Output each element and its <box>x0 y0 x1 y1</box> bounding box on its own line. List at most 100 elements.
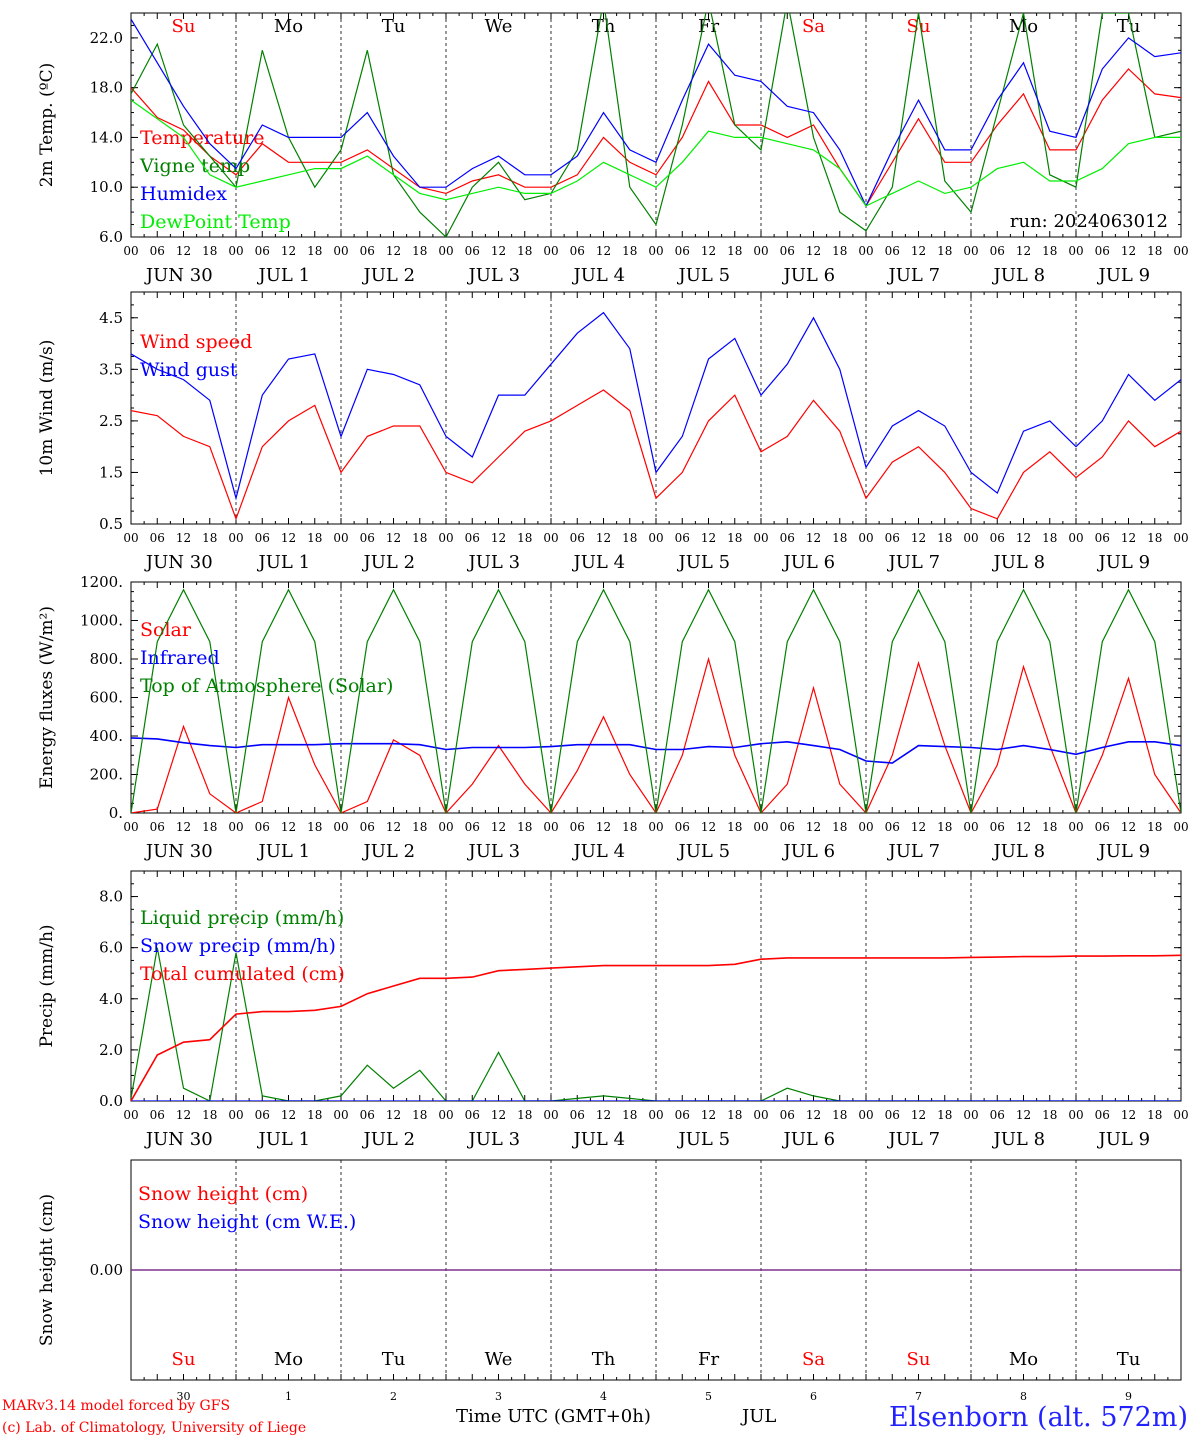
day-number-label: 5 <box>705 1390 712 1403</box>
hour-tick-label: 06 <box>885 244 900 258</box>
hour-tick-label: 00 <box>858 531 873 545</box>
hour-tick-label: 06 <box>255 820 270 834</box>
weekday-label: Tu <box>382 1349 406 1370</box>
y-tick-label: 0. <box>109 804 123 822</box>
hour-tick-label: 18 <box>307 1108 322 1122</box>
day-number-label: 3 <box>495 1390 502 1403</box>
day-number-label: 8 <box>1020 1390 1027 1403</box>
hour-tick-label: 00 <box>228 244 243 258</box>
date-label: JUL 8 <box>992 265 1046 286</box>
hour-tick-label: 12 <box>386 244 401 258</box>
hour-tick-label: 12 <box>176 531 191 545</box>
hour-tick-label: 00 <box>333 1108 348 1122</box>
hour-tick-label: 12 <box>1121 820 1136 834</box>
y-tick-label: 18.0 <box>90 79 123 97</box>
date-label: JUL 1 <box>257 265 311 286</box>
hour-tick-label: 18 <box>937 820 952 834</box>
hour-tick-label: 12 <box>491 531 506 545</box>
y-tick-label: 3.5 <box>99 360 123 378</box>
hour-tick-label: 12 <box>281 244 296 258</box>
hour-tick-label: 06 <box>780 244 795 258</box>
model-credit: MARv3.14 model forced by GFS <box>2 1398 231 1414</box>
hour-tick-label: 18 <box>937 531 952 545</box>
legend-entry: Total cumulated (cm) <box>140 963 345 985</box>
hour-tick-label: 18 <box>727 1108 742 1122</box>
hour-tick-label: 12 <box>281 820 296 834</box>
hour-tick-label: 06 <box>675 531 690 545</box>
date-label: JUL 8 <box>992 1129 1046 1150</box>
hour-tick-label: 06 <box>360 1108 375 1122</box>
hour-tick-label: 00 <box>858 244 873 258</box>
hour-tick-label: 18 <box>307 244 322 258</box>
hour-tick-label: 06 <box>360 820 375 834</box>
hour-tick-label: 18 <box>202 1108 217 1122</box>
date-label: JUL 5 <box>677 1129 731 1150</box>
y-tick-label: 1000. <box>80 612 123 630</box>
hour-tick-label: 12 <box>1016 820 1031 834</box>
hour-tick-label: 00 <box>963 1108 978 1122</box>
hour-tick-label: 06 <box>465 820 480 834</box>
hour-tick-label: 00 <box>438 531 453 545</box>
date-label: JUL 3 <box>467 265 521 286</box>
series-line-top-of-atmosphere-solar- <box>131 588 1181 813</box>
plot-frame <box>130 12 1182 238</box>
hour-tick-label: 12 <box>596 1108 611 1122</box>
hour-tick-label: 00 <box>333 820 348 834</box>
y-tick-label: 6.0 <box>99 228 123 246</box>
date-label: JUL 2 <box>362 265 416 286</box>
weekday-label: Fr <box>698 1349 719 1370</box>
hour-tick-label: 06 <box>1095 531 1110 545</box>
date-label: JUL 8 <box>992 552 1046 573</box>
y-tick-label: 1200. <box>80 573 123 591</box>
hour-tick-label: 18 <box>832 1108 847 1122</box>
hour-tick-label: 18 <box>832 244 847 258</box>
hour-tick-label: 12 <box>806 531 821 545</box>
hour-tick-label: 18 <box>1147 1108 1162 1122</box>
hour-tick-label: 12 <box>911 244 926 258</box>
hour-tick-label: 06 <box>780 531 795 545</box>
y-tick-label: 0.00 <box>90 1261 123 1279</box>
hour-tick-label: 00 <box>648 531 663 545</box>
hour-tick-label: 18 <box>1042 820 1057 834</box>
hour-tick-label: 18 <box>1147 820 1162 834</box>
hour-tick-label: 06 <box>1095 244 1110 258</box>
legend-entry: Wind speed <box>140 331 252 353</box>
date-label: JUL 5 <box>677 841 731 862</box>
date-label: JUL 9 <box>1097 1129 1151 1150</box>
y-tick-label: 200. <box>90 766 123 784</box>
hour-tick-label: 12 <box>491 244 506 258</box>
weekday-label: Mo <box>274 1349 303 1370</box>
hour-tick-label: 06 <box>360 244 375 258</box>
series-line-wind-gust <box>131 311 1181 501</box>
date-label: JUL 9 <box>1097 265 1151 286</box>
month-label: JUL <box>742 1406 777 1427</box>
hour-tick-label: 18 <box>727 244 742 258</box>
hour-tick-label: 12 <box>911 531 926 545</box>
hour-tick-label: 12 <box>806 820 821 834</box>
hour-tick-label: 06 <box>990 1108 1005 1122</box>
date-label: JUL 3 <box>467 841 521 862</box>
legend-entry: Solar <box>140 619 192 641</box>
hour-tick-label: 18 <box>622 244 637 258</box>
day-number-label: 1 <box>285 1390 292 1403</box>
date-label: JUL 4 <box>572 841 626 862</box>
date-label: JUL 3 <box>467 552 521 573</box>
date-label: JUL 2 <box>362 841 416 862</box>
hour-tick-label: 06 <box>150 1108 165 1122</box>
hour-tick-label: 00 <box>1173 1108 1188 1122</box>
hour-tick-label: 00 <box>543 531 558 545</box>
date-label: JUL 6 <box>782 1129 836 1150</box>
hour-tick-label: 06 <box>570 1108 585 1122</box>
panel-2: 0.5 1.5 2.5 3.5 4.5 10m Wind (m/s) 00 06 12 18 JUN… <box>37 291 1189 573</box>
hour-tick-label: 06 <box>1095 820 1110 834</box>
hour-tick-label: 00 <box>543 1108 558 1122</box>
legend-entry: Humidex <box>140 183 227 205</box>
hour-tick-label: 18 <box>1147 531 1162 545</box>
hour-tick-label: 12 <box>596 244 611 258</box>
hour-tick-label: 12 <box>281 1108 296 1122</box>
hour-tick-label: 06 <box>675 244 690 258</box>
hour-tick-label: 06 <box>675 820 690 834</box>
hour-tick-label: 12 <box>701 820 716 834</box>
y-tick-label: 1.5 <box>99 463 123 481</box>
